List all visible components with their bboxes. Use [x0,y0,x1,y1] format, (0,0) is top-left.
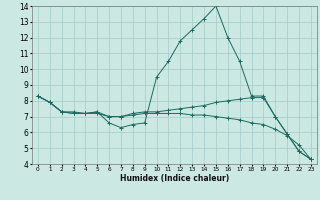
X-axis label: Humidex (Indice chaleur): Humidex (Indice chaleur) [120,174,229,183]
